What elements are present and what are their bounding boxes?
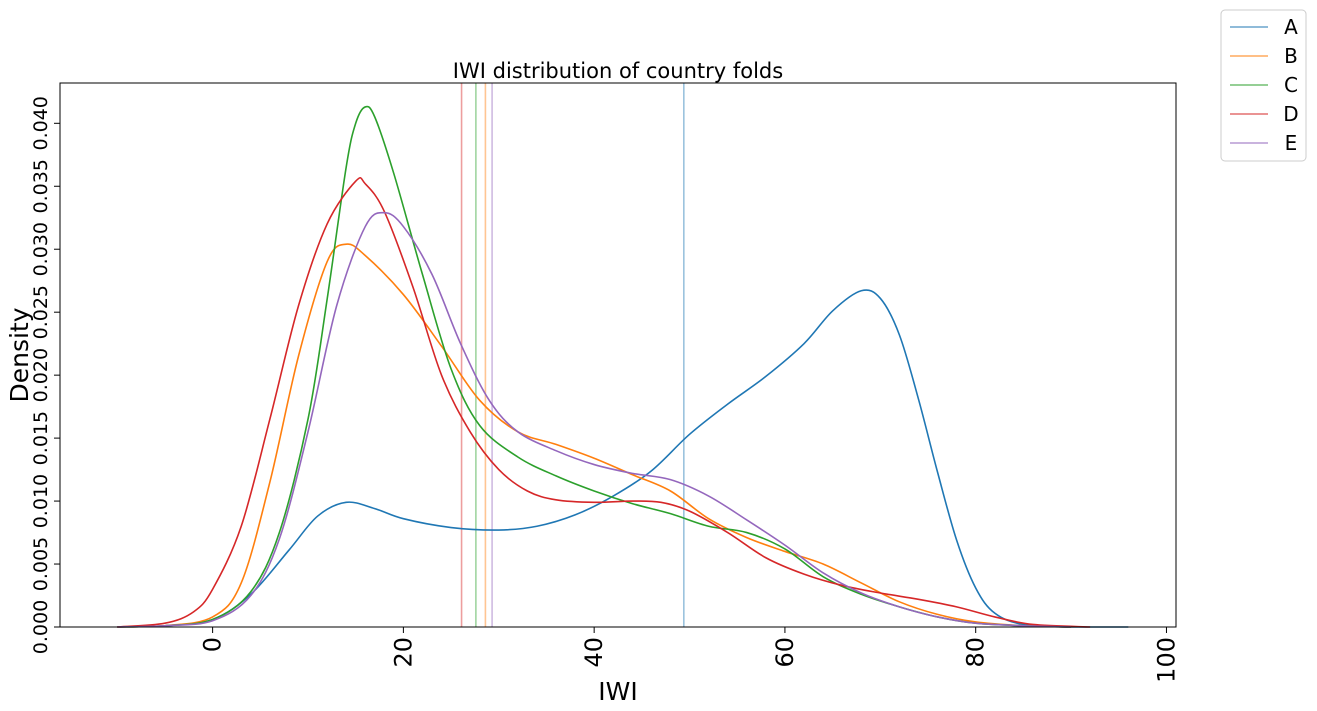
x-axis-label: IWI xyxy=(598,677,637,706)
y-axis: 0.000 0.005 0.010 0.015 0.020 0.025 0.030 0.035… xyxy=(30,96,60,654)
legend-label: C xyxy=(1284,73,1298,97)
plot-frame xyxy=(59,82,1177,628)
x-tick-label: 0 xyxy=(199,637,227,652)
density-line-c xyxy=(117,105,1072,628)
y-tick-label: 0.020 xyxy=(30,348,52,402)
series-lines xyxy=(117,105,1129,628)
y-axis-label: Density xyxy=(5,307,34,402)
legend-label: B xyxy=(1284,44,1298,68)
legend-label: D xyxy=(1283,102,1298,126)
y-tick-label: 0.015 xyxy=(30,411,52,465)
y-tick-label: 0.005 xyxy=(30,537,52,591)
chart-title: IWI distribution of country folds xyxy=(453,59,783,83)
y-tick-label: 0.035 xyxy=(30,159,52,213)
x-tick-label: 80 xyxy=(962,637,990,668)
y-tick-label: 0.040 xyxy=(30,96,52,150)
y-tick-label: 0.000 xyxy=(30,600,52,654)
density-line-e xyxy=(117,211,1072,628)
density-line-a xyxy=(117,289,1129,628)
y-tick-label: 0.025 xyxy=(30,285,52,339)
x-tick-label: 40 xyxy=(580,637,608,668)
y-tick-label: 0.010 xyxy=(30,474,52,528)
density-line-d xyxy=(117,176,1091,628)
mean-lines xyxy=(460,83,685,627)
legend-label: A xyxy=(1284,15,1298,39)
legend-label: E xyxy=(1285,131,1298,155)
x-tick-label: 100 xyxy=(1152,637,1180,683)
x-axis: 0 20 40 60 80 100 xyxy=(199,627,1180,683)
x-tick-label: 60 xyxy=(771,637,799,668)
x-tick-label: 20 xyxy=(389,637,417,668)
y-tick-label: 0.030 xyxy=(30,222,52,276)
